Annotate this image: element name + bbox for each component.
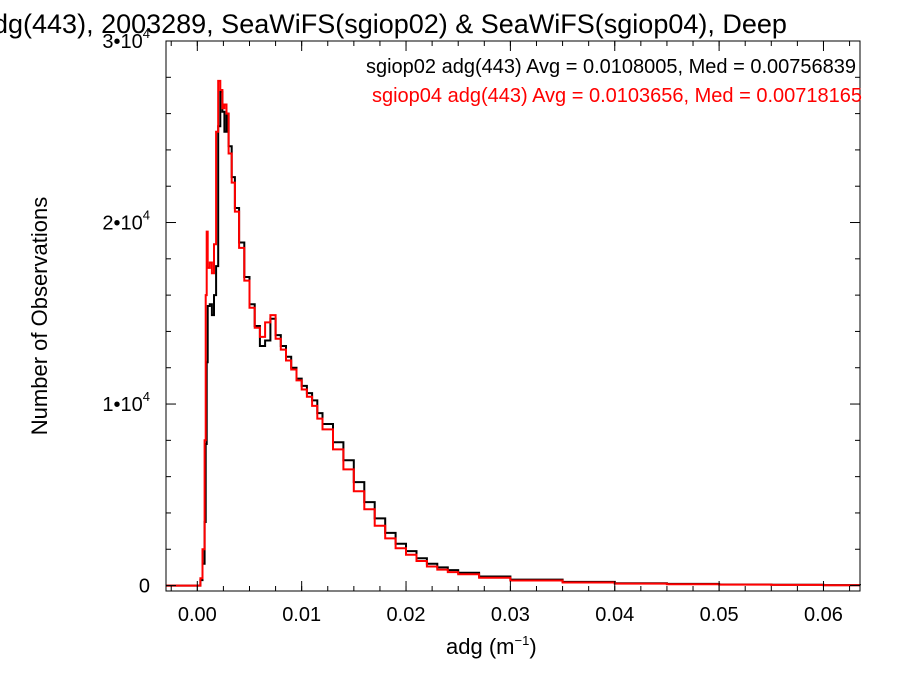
y-tick-label: 0 bbox=[139, 576, 150, 598]
legend-entry-sgiop02: sgiop02 adg(443) Avg = 0.0108005, Med = … bbox=[366, 56, 856, 78]
series-line-sgiop04 bbox=[166, 79, 860, 587]
legend-entry-sgiop04: sgiop04 adg(443) Avg = 0.0103656, Med = … bbox=[372, 85, 862, 107]
x-axis-label-superscript: −1 bbox=[514, 633, 529, 648]
x-tick-label: 0.06 bbox=[804, 604, 843, 626]
series-line-sgiop02 bbox=[166, 90, 861, 587]
x-axis: 0.00 0.01 0.02 0.03 0.04 0.05 0.06 bbox=[170, 41, 851, 626]
x-axis-label: adg (m−1) bbox=[446, 633, 537, 659]
y-tick-label: 3•104 bbox=[102, 26, 150, 53]
y-axis: 0 1•104 2•104 3•104 bbox=[102, 26, 860, 598]
x-axis-label-text: adg (m bbox=[446, 634, 514, 659]
x-tick-label: 0.01 bbox=[282, 604, 321, 626]
x-tick-label: 0.05 bbox=[700, 604, 739, 626]
x-tick-label: 0.03 bbox=[491, 604, 530, 626]
y-tick-label: 1•104 bbox=[102, 389, 150, 416]
plot-frame bbox=[165, 40, 861, 592]
x-tick-label: 0.04 bbox=[595, 604, 634, 626]
series-layer bbox=[166, 79, 861, 587]
y-tick-label: 2•104 bbox=[102, 208, 150, 235]
x-axis-label-suffix: ) bbox=[529, 634, 536, 659]
chart-title: dg(443), 2003289, SeaWiFS(sgiop02) & Sea… bbox=[0, 9, 787, 39]
y-axis-label: Number of Observations bbox=[27, 197, 52, 435]
x-tick-label: 0.00 bbox=[178, 604, 217, 626]
x-tick-label: 0.02 bbox=[387, 604, 426, 626]
